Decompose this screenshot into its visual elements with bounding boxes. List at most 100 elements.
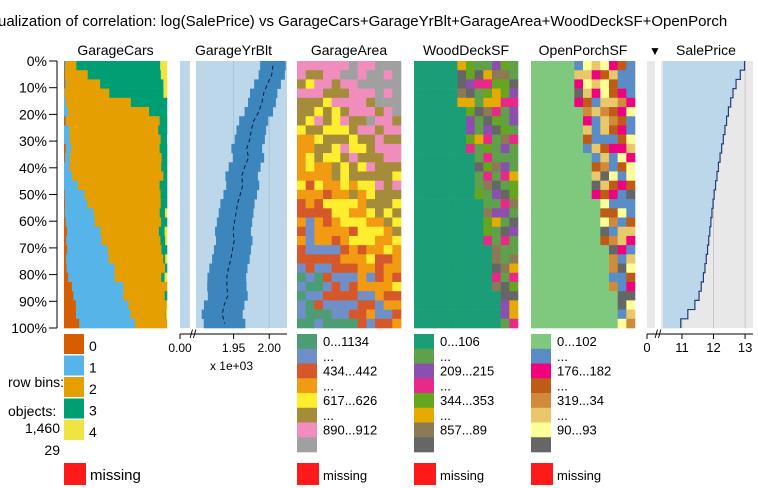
column-SalePrice: SalePrice ▼ 0 11 12 13 //	[643, 42, 753, 355]
binned-segment	[557, 61, 566, 71]
binned-segment	[297, 309, 306, 320]
binned-segment	[431, 226, 441, 237]
category-segment	[65, 217, 96, 228]
binned-segment	[431, 263, 441, 274]
binned-segment	[383, 143, 393, 154]
binned-segment	[357, 79, 367, 89]
binned-segment	[331, 217, 341, 228]
legend-swatch	[64, 334, 84, 354]
binned-segment	[492, 116, 501, 126]
category-segment	[160, 235, 166, 246]
y-tick-label: 50%	[19, 187, 47, 203]
category-segment	[66, 263, 115, 274]
binned-segment	[305, 107, 315, 117]
category-segment	[64, 309, 77, 320]
binned-segment	[422, 263, 432, 274]
binned-segment	[609, 116, 618, 126]
legend-label: 209...215	[440, 364, 494, 379]
binned-segment	[440, 107, 449, 117]
binned-segment	[448, 79, 458, 89]
binned-segment	[548, 208, 558, 218]
binned-segment	[366, 134, 376, 145]
binned-segment	[474, 300, 484, 310]
binned-segment	[440, 226, 449, 237]
binned-segment	[600, 180, 610, 191]
binned-segment	[474, 309, 484, 320]
legend-gradient-swatch	[414, 437, 434, 453]
binned-segment	[440, 70, 449, 80]
legend-label: ...	[440, 378, 451, 393]
binned-segment	[366, 254, 376, 264]
binned-segment	[539, 97, 549, 108]
category-segment	[68, 107, 150, 117]
binned-segment	[474, 153, 484, 163]
sorted-bar	[663, 281, 702, 292]
binned-segment	[340, 235, 350, 246]
binned-segment	[466, 162, 475, 172]
y-tick-label: 100%	[11, 320, 47, 336]
binned-segment	[583, 235, 592, 246]
binned-segment	[591, 107, 601, 117]
legend-gradient-swatch	[414, 393, 434, 409]
binned-segment	[583, 291, 592, 301]
binned-segment	[440, 153, 449, 163]
binned-segment	[297, 88, 306, 99]
binned-segment	[297, 272, 306, 283]
binned-segment	[375, 143, 384, 154]
binned-segment	[448, 116, 458, 126]
binned-segment	[297, 162, 306, 172]
missing-label: missing	[90, 467, 141, 484]
binned-segment	[548, 217, 558, 228]
category-segment	[64, 318, 80, 329]
binned-segment	[340, 107, 350, 117]
binned-segment	[375, 281, 384, 292]
binned-segment	[591, 263, 601, 274]
binned-segment	[422, 217, 432, 228]
binned-segment	[431, 79, 441, 89]
legend-gradient-swatch	[297, 378, 317, 394]
category-segment	[166, 309, 168, 320]
binned-segment	[383, 245, 393, 255]
category-segment	[64, 300, 77, 310]
binned-segment	[392, 217, 402, 228]
binned-segment	[331, 208, 341, 218]
binned-segment	[500, 189, 510, 200]
binned-segment	[340, 88, 350, 99]
binned-segment	[609, 199, 618, 209]
binned-segment	[349, 300, 358, 310]
binned-segment	[574, 88, 584, 99]
binned-segment	[626, 318, 636, 329]
binned-segment	[574, 116, 584, 126]
binned-segment	[440, 291, 449, 301]
binned-segment	[539, 143, 549, 154]
binned-segment	[340, 300, 350, 310]
binned-segment	[314, 134, 324, 145]
binned-segment	[349, 281, 358, 292]
binned-segment	[392, 153, 402, 163]
binned-segment	[617, 291, 627, 301]
binned-segment	[591, 254, 601, 264]
binned-segment	[305, 263, 315, 274]
binned-segment	[414, 245, 423, 255]
binned-segment	[297, 199, 306, 209]
binned-segment	[539, 254, 549, 264]
binned-segment	[617, 226, 627, 237]
binned-segment	[583, 171, 592, 181]
binned-segment	[383, 281, 393, 292]
binned-segment	[431, 97, 441, 108]
legend-label: 2	[89, 381, 97, 397]
binned-segment	[609, 281, 618, 292]
binned-segment	[531, 300, 540, 310]
category-segment	[65, 116, 67, 126]
binned-segment	[626, 116, 636, 126]
category-segment	[108, 254, 164, 264]
column-header: OpenPorchSF	[539, 42, 628, 58]
binned-segment	[466, 153, 475, 163]
binned-segment	[297, 171, 306, 181]
binned-segment	[474, 125, 484, 135]
category-segment	[65, 79, 67, 89]
binned-segment	[297, 263, 306, 274]
binned-segment	[340, 134, 350, 145]
binned-segment	[366, 245, 376, 255]
binned-segment	[366, 309, 376, 320]
